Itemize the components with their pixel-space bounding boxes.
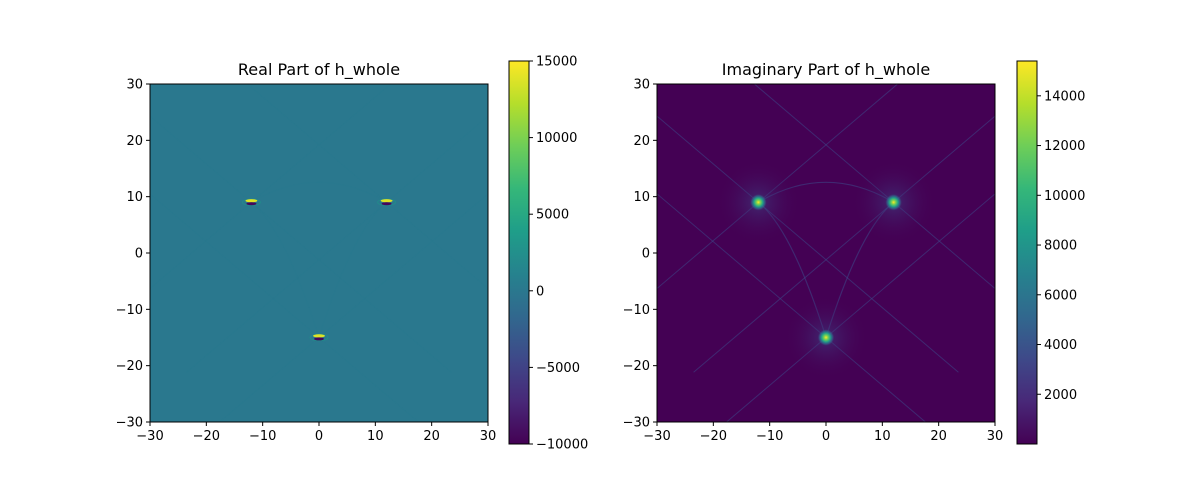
real-part-interference-arc bbox=[251, 201, 320, 338]
imaginary-part-diffraction-streak bbox=[657, 115, 759, 203]
imaginary-part-colorbar-tick-label: 14000 bbox=[1044, 89, 1085, 104]
real-part-y-tick-label: 20 bbox=[126, 134, 143, 149]
real-part-x-tick-label: −10 bbox=[249, 429, 276, 444]
imaginary-part-source-peak bbox=[884, 193, 903, 212]
real-part-panel: Real Part of h_whole −30 −20 −10 0 10 20 30 −3… bbox=[116, 55, 589, 453]
real-part-y-tick-label: −10 bbox=[116, 303, 143, 318]
imaginary-part-colorbar: 2000 4000 6000 8000 10000 12000 14000 bbox=[1016, 60, 1085, 445]
real-part-diffraction-streak bbox=[251, 84, 392, 203]
real-part-x-tick-label: −30 bbox=[136, 429, 163, 444]
real-part-x-tick-label: 0 bbox=[315, 429, 323, 444]
real-part-diffraction-streak bbox=[251, 201, 452, 373]
real-part-heatmap bbox=[150, 84, 488, 422]
real-part-y-tick-label: −20 bbox=[116, 359, 143, 374]
imaginary-part-colorbar-tick-label: 6000 bbox=[1044, 288, 1077, 303]
real-part-y-tick-label: −30 bbox=[116, 416, 143, 431]
imaginary-part-y-tick-label: −30 bbox=[623, 416, 650, 431]
imaginary-part-diffraction-streak bbox=[758, 84, 899, 203]
real-part-y-tick-label: 30 bbox=[126, 78, 143, 93]
imaginary-part-diffraction-streak bbox=[693, 201, 894, 373]
imaginary-part-colorbar-gradient bbox=[1016, 60, 1038, 445]
imaginary-part-colorbar-tick-label: 2000 bbox=[1044, 388, 1077, 403]
real-part-colorbar-tick-label: −10000 bbox=[536, 438, 588, 453]
imaginary-part-diffraction-streak bbox=[825, 193, 995, 338]
imaginary-part-diffraction-streak bbox=[893, 201, 995, 290]
imaginary-part-y-tick-label: −10 bbox=[623, 303, 650, 318]
real-part-title: Real Part of h_whole bbox=[238, 60, 400, 80]
real-part-source-trough bbox=[381, 202, 392, 206]
real-part-diffraction-streak bbox=[386, 115, 488, 203]
imaginary-part-diffraction-streak bbox=[758, 201, 959, 373]
imaginary-part-y-axis: −30 −20 −10 0 10 20 30 bbox=[623, 78, 657, 431]
imaginary-part-heatmap bbox=[657, 84, 995, 422]
real-part-diffraction-streak bbox=[318, 193, 488, 338]
imaginary-part-y-tick-label: 0 bbox=[642, 247, 650, 262]
imaginary-part-diffraction-streak bbox=[893, 115, 995, 203]
imaginary-part-panel: Imaginary Part of h_whole −30 −20 −10 0 10 20… bbox=[623, 60, 1085, 445]
imaginary-part-diffraction-streak bbox=[657, 201, 759, 290]
real-part-diffraction-streak bbox=[150, 193, 320, 338]
real-part-interference-arc bbox=[318, 201, 387, 338]
real-part-x-tick-label: 20 bbox=[423, 429, 440, 444]
real-part-y-axis: −30 −20 −10 0 10 20 30 bbox=[116, 78, 150, 431]
real-part-diffraction-streak bbox=[318, 337, 420, 422]
imaginary-part-y-tick-label: 20 bbox=[633, 134, 650, 149]
imaginary-part-x-tick-label: −30 bbox=[643, 429, 670, 444]
imaginary-part-colorbar-tick-label: 12000 bbox=[1044, 139, 1085, 154]
real-part-source-trough bbox=[314, 337, 324, 341]
imaginary-part-diffraction-streak bbox=[725, 337, 827, 422]
real-part-field bbox=[150, 84, 488, 422]
real-part-source-peak bbox=[380, 199, 393, 203]
imaginary-part-y-tick-label: 10 bbox=[633, 190, 650, 205]
imaginary-part-source-peak bbox=[749, 193, 768, 212]
real-part-diffraction-streak bbox=[386, 201, 488, 290]
real-part-x-tick-label: −20 bbox=[193, 429, 220, 444]
real-part-x-tick-label: 10 bbox=[367, 429, 384, 444]
imaginary-part-title: Imaginary Part of h_whole bbox=[722, 60, 930, 80]
real-part-y-tick-label: 10 bbox=[126, 190, 143, 205]
imaginary-part-x-tick-label: 30 bbox=[987, 429, 1004, 444]
real-part-colorbar-gradient bbox=[508, 60, 530, 445]
real-part-source-ring bbox=[309, 333, 329, 342]
imaginary-part-colorbar-tick-label: 10000 bbox=[1044, 189, 1085, 204]
real-part-colorbar-tick-label: −5000 bbox=[536, 361, 580, 376]
imaginary-part-diffraction-streak bbox=[825, 337, 927, 422]
imaginary-part-diffraction-streak bbox=[657, 193, 827, 338]
real-part-source-trough bbox=[246, 202, 257, 206]
imaginary-part-y-tick-label: −20 bbox=[623, 359, 650, 374]
real-part-colorbar-tick-label: 5000 bbox=[536, 208, 569, 223]
imaginary-part-x-tick-label: 20 bbox=[930, 429, 947, 444]
real-part-x-tick-label: 30 bbox=[480, 429, 497, 444]
imaginary-part-x-axis: −30 −20 −10 0 10 20 30 bbox=[643, 422, 1003, 444]
imaginary-part-colorbar-tick-label: 8000 bbox=[1044, 239, 1077, 254]
real-part-x-axis: −30 −20 −10 0 10 20 30 bbox=[136, 422, 496, 444]
imaginary-part-x-tick-label: 0 bbox=[822, 429, 830, 444]
imaginary-part-x-tick-label: −20 bbox=[700, 429, 727, 444]
real-part-colorbar-tick-label: 10000 bbox=[536, 131, 577, 146]
real-part-diffraction-streak bbox=[150, 115, 252, 203]
imaginary-part-colorbar-tick-label: 4000 bbox=[1044, 338, 1077, 353]
real-part-interference-arc bbox=[251, 181, 387, 203]
real-part-source-peak bbox=[245, 199, 258, 203]
real-part-diffraction-streak bbox=[150, 201, 252, 290]
real-part-y-tick-label: 0 bbox=[135, 247, 143, 262]
real-part-diffraction-streak bbox=[218, 337, 320, 422]
imaginary-part-x-tick-label: −10 bbox=[756, 429, 783, 444]
real-part-source-peak bbox=[313, 334, 325, 338]
imaginary-part-source-peak bbox=[817, 328, 835, 347]
real-part-diffraction-streak bbox=[186, 201, 387, 373]
real-part-colorbar-tick-label: 15000 bbox=[536, 55, 577, 70]
real-part-diffraction-streak bbox=[246, 84, 387, 203]
imaginary-part-x-tick-label: 10 bbox=[874, 429, 891, 444]
imaginary-part-y-tick-label: 30 bbox=[633, 78, 650, 93]
imaginary-part-diffraction-streak bbox=[753, 84, 894, 203]
real-part-colorbar: −10000 −5000 0 5000 10000 15000 bbox=[508, 55, 588, 453]
real-part-colorbar-tick-label: 0 bbox=[536, 284, 544, 299]
